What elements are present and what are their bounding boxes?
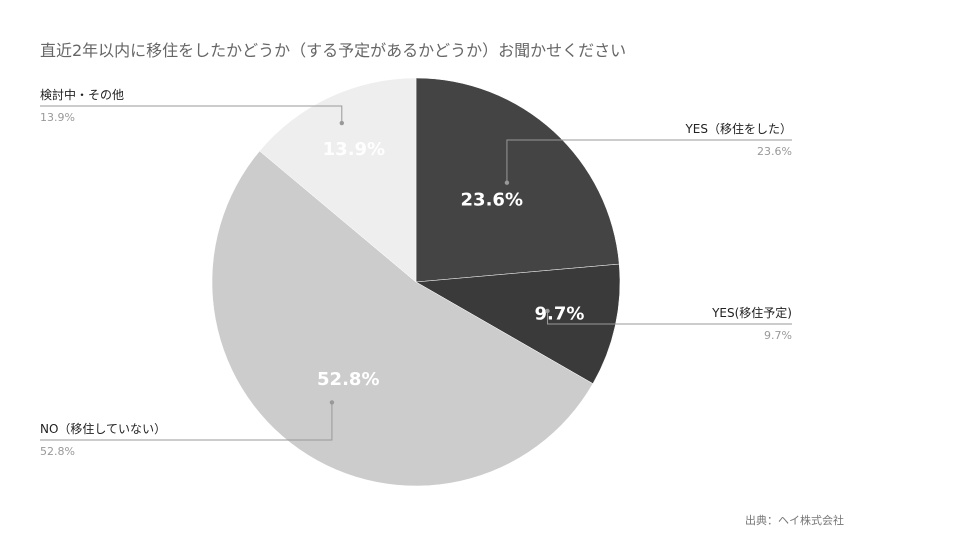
callout-percent: 52.8%	[40, 445, 75, 458]
source-note: 出典：ヘイ株式会社	[745, 513, 844, 527]
slice-value-label: 13.9%	[323, 139, 385, 160]
callout-percent: 13.9%	[40, 111, 75, 124]
chart-title: 直近2年以内に移住をしたかどうか（する予定があるかどうか）お聞かせください	[40, 41, 626, 60]
callout-dot	[545, 308, 550, 314]
labels-layer: 23.6% 9.7% 52.8% 13.9%	[317, 139, 584, 390]
slice-value-label: 23.6%	[461, 189, 523, 210]
callout-percent: 23.6%	[757, 145, 792, 158]
callout-series-name: NO（移住していない）	[40, 422, 166, 436]
callout-series-name: YES(移住予定)	[711, 305, 792, 320]
callout-leader-line	[40, 105, 343, 124]
pie-slice-4	[259, 77, 417, 283]
callout-leader-line	[506, 139, 792, 183]
pie-slice-2	[415, 263, 621, 384]
slices-layer	[211, 77, 621, 487]
callout-series-name: YES（移住をした）	[684, 122, 792, 136]
pie-slice-1	[415, 77, 620, 283]
callouts-layer: YES（移住をした） 23.6% YES(移住予定) 9.7% NO（移住していない） 5…	[40, 87, 792, 458]
callout-leader-line	[40, 402, 333, 441]
callout-leader-line	[546, 310, 792, 325]
pie-slice-3	[211, 150, 594, 487]
callout-percent: 9.7%	[764, 329, 792, 342]
callout-series-name: 検討中・その他	[40, 87, 124, 102]
slice-value-label: 52.8%	[317, 369, 379, 390]
slice-value-label: 9.7%	[534, 304, 584, 325]
